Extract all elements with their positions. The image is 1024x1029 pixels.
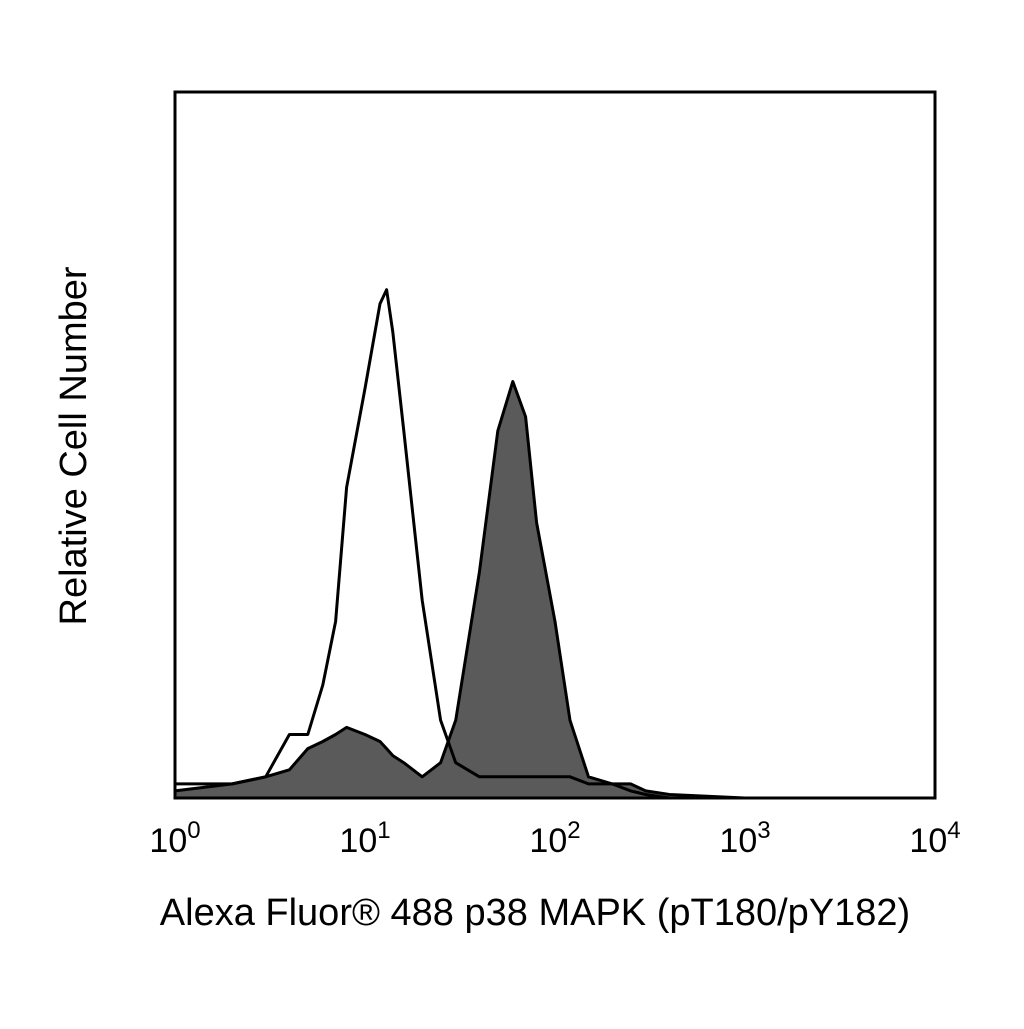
outline-histogram xyxy=(175,288,935,800)
plot-frame xyxy=(173,90,937,800)
x-tick-exponent: 3 xyxy=(757,817,770,844)
x-tick-exponent: 0 xyxy=(187,817,200,844)
x-axis-label: Alexa Fluor® 488 p38 MAPK (pT180/pY182) xyxy=(160,892,910,934)
x-tick-label: 101 xyxy=(339,817,390,860)
x-tick-exponent: 2 xyxy=(567,817,580,844)
x-tick-base: 10 xyxy=(339,822,377,860)
x-tick-label: 103 xyxy=(719,817,770,860)
filled-histogram xyxy=(173,380,937,800)
x-tick-label: 102 xyxy=(529,817,580,860)
x-tick-base: 10 xyxy=(529,822,567,860)
x-tick-exponent: 1 xyxy=(377,817,390,844)
x-tick-label: 104 xyxy=(909,817,960,860)
y-axis-label: Relative Cell Number xyxy=(53,266,95,625)
x-tick-base: 10 xyxy=(719,822,757,860)
x-tick-label: 100 xyxy=(149,817,200,860)
x-tick-base: 10 xyxy=(909,822,947,860)
x-tick-base: 10 xyxy=(149,822,187,860)
x-tick-exponent: 4 xyxy=(947,817,960,844)
